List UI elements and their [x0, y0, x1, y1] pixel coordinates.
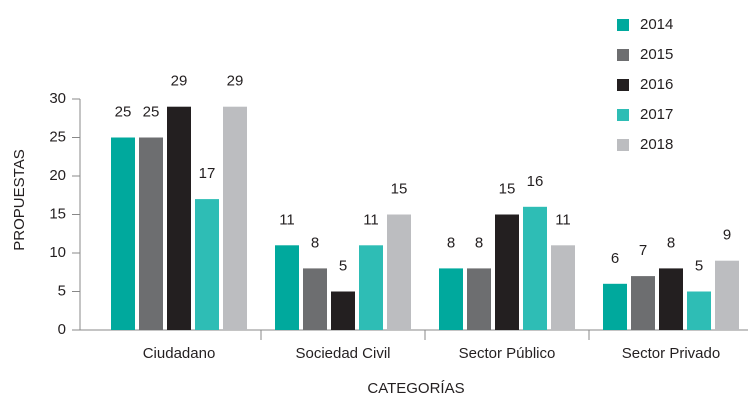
data-label: 6	[611, 250, 619, 267]
legend-swatch	[617, 139, 629, 151]
bar	[275, 245, 299, 330]
bar	[223, 106, 247, 330]
bar	[659, 268, 683, 330]
data-label: 8	[475, 234, 483, 251]
legend-label: 2017	[640, 106, 673, 123]
bar	[551, 245, 575, 330]
legend-swatch	[617, 79, 629, 91]
y-tick-label: 0	[58, 321, 66, 338]
bar	[359, 245, 383, 330]
bar	[167, 106, 191, 330]
data-label: 11	[363, 211, 379, 228]
data-label: 17	[199, 165, 216, 182]
x-tick-label: Sector Privado	[622, 345, 720, 362]
legend-swatch	[617, 19, 629, 31]
y-tick-label: 20	[49, 167, 66, 184]
x-tick-label: Sector Público	[459, 345, 556, 362]
y-tick-label: 15	[49, 205, 66, 222]
bar	[139, 137, 163, 330]
bar	[331, 291, 355, 330]
data-label: 15	[391, 180, 408, 197]
legend-label: 2014	[640, 16, 673, 33]
bar	[111, 137, 135, 330]
data-label: 9	[723, 227, 731, 244]
bar	[603, 283, 627, 330]
bar	[687, 291, 711, 330]
bar	[195, 199, 219, 330]
legend-swatch	[617, 109, 629, 121]
data-label: 25	[115, 103, 132, 120]
data-label: 29	[171, 73, 188, 90]
y-tick-label: 10	[49, 244, 66, 261]
bar	[467, 268, 491, 330]
data-label: 29	[227, 73, 244, 90]
data-label: 8	[311, 234, 319, 251]
data-label: 5	[695, 257, 703, 274]
legend-label: 2015	[640, 46, 673, 63]
data-label: 8	[447, 234, 455, 251]
data-label: 16	[527, 173, 544, 190]
y-tick-label: 25	[49, 128, 66, 145]
y-tick-label: 5	[58, 282, 66, 299]
legend-label: 2018	[640, 136, 673, 153]
data-label: 8	[667, 234, 675, 251]
legend-label: 2016	[640, 76, 673, 93]
x-axis-label: CATEGORÍAS	[367, 380, 464, 397]
data-label: 11	[555, 211, 571, 228]
data-label: 11	[279, 211, 295, 228]
x-tick-label: Sociedad Civil	[295, 345, 390, 362]
bar	[439, 268, 463, 330]
bar	[715, 260, 739, 330]
bar	[523, 206, 547, 330]
y-axis-label: PROPUESTAS	[11, 149, 28, 250]
bar	[387, 214, 411, 330]
data-label: 25	[143, 103, 160, 120]
data-label: 5	[339, 257, 347, 274]
x-tick-label: Ciudadano	[143, 345, 216, 362]
data-label: 15	[499, 180, 516, 197]
y-tick-label: 30	[49, 90, 66, 107]
bar	[303, 268, 327, 330]
legend-swatch	[617, 49, 629, 61]
data-label: 7	[639, 242, 647, 259]
bar	[495, 214, 519, 330]
bar	[631, 276, 655, 330]
